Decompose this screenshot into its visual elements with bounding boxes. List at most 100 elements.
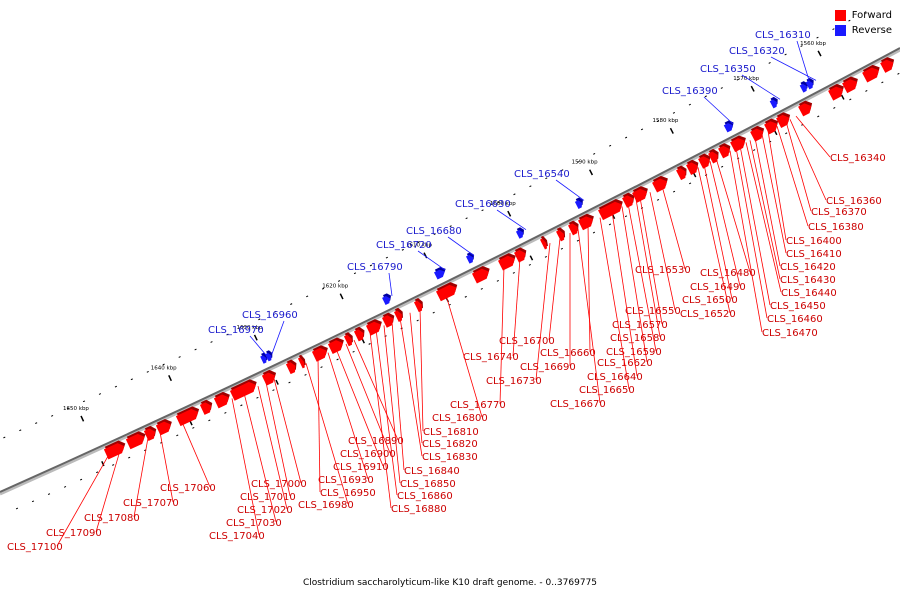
scale-dot <box>79 478 83 481</box>
forward-leader <box>181 421 211 488</box>
forward-leader <box>639 197 663 325</box>
forward-gene-label: CLS_16860 <box>397 491 453 502</box>
scale-tick-label: 1620 kbp <box>322 284 348 290</box>
scale-dot <box>3 436 6 439</box>
forward-gene <box>327 340 343 355</box>
forward-gene-label: CLS_16880 <box>391 504 447 515</box>
reverse-gene <box>574 200 583 210</box>
scale-dot <box>208 419 211 422</box>
legend-reverse-label: Reverse <box>851 25 892 36</box>
forward-gene-label: CLS_16810 <box>423 427 479 438</box>
forward-gene-label: CLS_16370 <box>811 207 867 218</box>
forward-gene-label: CLS_16980 <box>298 500 354 511</box>
forward-gene-label: CLS_16530 <box>635 265 691 276</box>
scale-dot <box>96 471 99 474</box>
forward-gene <box>514 250 526 263</box>
forward-leader <box>133 437 149 518</box>
scale-dot <box>721 165 724 168</box>
forward-gene <box>676 168 686 181</box>
forward-leader <box>317 357 321 493</box>
forward-gene-label: CLS_16730 <box>486 376 542 387</box>
reverse-leader <box>417 250 446 271</box>
forward-gene-label: CLS_16400 <box>786 236 842 247</box>
forward-gene <box>798 103 812 117</box>
reverse-gene <box>723 123 733 133</box>
scale-dot <box>624 136 628 139</box>
scale-dot <box>865 90 868 92</box>
forward-gene-label: CLS_16470 <box>762 328 818 339</box>
forward-leader <box>715 157 751 273</box>
scale-dot <box>353 272 357 275</box>
reverse-leader <box>271 320 285 354</box>
forward-gene-label: CLS_17070 <box>123 498 179 509</box>
scale-dot <box>320 366 323 369</box>
major-tick <box>669 127 674 134</box>
forward-gene <box>435 284 457 302</box>
reverse-leader <box>796 40 811 84</box>
scale-dot <box>66 407 70 410</box>
legend: Forward Reverse <box>834 8 892 38</box>
reverse-gene-label: CLS_16630 <box>455 199 511 210</box>
forward-gene <box>652 178 668 193</box>
forward-leader <box>649 192 676 311</box>
forward-gene <box>686 162 698 175</box>
forward-leader <box>749 140 781 280</box>
forward-gene <box>471 268 489 284</box>
forward-leader <box>265 382 291 497</box>
scale-dot <box>35 422 38 424</box>
forward-leader <box>305 363 349 505</box>
forward-leader <box>761 133 787 254</box>
forward-gene-label: CLS_16700 <box>499 336 555 347</box>
forward-gene-label: CLS_16360 <box>826 196 882 207</box>
forward-gene <box>343 334 352 347</box>
reverse-gene <box>265 352 272 362</box>
forward-leader <box>735 147 768 319</box>
scale-dot <box>416 319 419 322</box>
forward-leader <box>273 378 302 484</box>
forward-leader <box>767 130 787 241</box>
reverse-gene-label: CLS_16970 <box>208 325 264 336</box>
scale-dot <box>592 231 596 234</box>
scale-dot <box>176 434 179 437</box>
forward-leader <box>353 339 399 441</box>
scale-dot <box>480 287 483 290</box>
scale-dot <box>753 149 756 151</box>
scale-dot <box>98 393 102 395</box>
scale-dot <box>449 225 452 228</box>
major-tick <box>168 375 172 382</box>
forward-leader <box>785 121 812 212</box>
forward-gene <box>880 59 894 73</box>
forward-gene-label: CLS_16690 <box>520 362 576 373</box>
forward-gene <box>365 321 381 336</box>
major-tick <box>339 293 344 300</box>
forward-gene-label: CLS_17010 <box>240 492 296 503</box>
forward-gene <box>598 201 622 221</box>
scale-dot <box>897 72 900 75</box>
scale-tick-label: 1630 kbp <box>237 325 263 331</box>
forward-leader <box>535 243 551 381</box>
forward-gene <box>578 216 593 231</box>
forward-gene <box>229 381 256 401</box>
reverse-gene-label: CLS_16960 <box>242 310 298 321</box>
scale-dot <box>528 263 531 266</box>
scale-tick-label: 1610 kbp <box>406 243 432 249</box>
forward-gene-label: CLS_16500 <box>682 295 738 306</box>
scale-dot <box>432 311 435 314</box>
scale-dot <box>736 78 739 81</box>
scale-dot <box>656 198 660 201</box>
scale-dot <box>51 414 54 417</box>
major-tick <box>253 334 258 341</box>
forward-gene-label: CLS_16450 <box>770 301 826 312</box>
forward-gene <box>750 128 764 142</box>
forward-gene-label: CLS_16410 <box>786 249 842 260</box>
forward-gene-label: CLS_16770 <box>450 400 506 411</box>
forward-gene-label: CLS_16380 <box>808 222 864 233</box>
forward-gene <box>540 238 548 250</box>
reverse-leader <box>447 236 475 256</box>
scale-dot <box>529 185 532 188</box>
major-tick <box>588 169 594 176</box>
forward-leader <box>635 199 661 338</box>
inner-major-tick <box>840 94 845 100</box>
forward-gene-label: CLS_16430 <box>780 275 836 286</box>
